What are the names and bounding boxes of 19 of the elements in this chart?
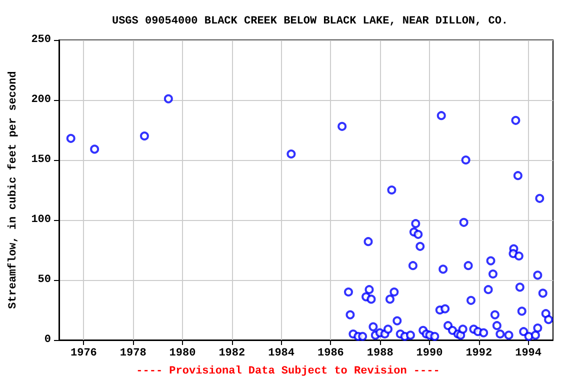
y-tick-label: 150 bbox=[31, 154, 51, 166]
x-tick-label: 1976 bbox=[70, 348, 97, 360]
x-tick-label: 1986 bbox=[317, 348, 344, 360]
y-tick-label: 250 bbox=[31, 34, 51, 46]
y-tick-label: 0 bbox=[44, 334, 51, 346]
text: ---- Provisional Data Subject to Revision ---- bbox=[136, 366, 440, 378]
x-tick-label: 1978 bbox=[120, 348, 147, 360]
y-axis-title: Streamflow, in cubic feet per second bbox=[6, 71, 20, 309]
x-tick-label: 1984 bbox=[268, 348, 295, 360]
x-tick-label: 1990 bbox=[416, 348, 443, 360]
x-tick-label: 1992 bbox=[466, 348, 492, 360]
x-tick-label: 1994 bbox=[515, 348, 542, 360]
x-tick-label: 1980 bbox=[169, 348, 196, 360]
x-tick-label: 1988 bbox=[366, 348, 394, 360]
y-tick-label: 50 bbox=[38, 274, 51, 286]
x-tick-label: 1982 bbox=[218, 348, 246, 360]
chart-title: USGS 09054000 BLACK CREEK BELOW BLACK LAKE, NEAR DILLON, CO. bbox=[112, 16, 508, 28]
y-tick-label: 100 bbox=[31, 214, 51, 226]
y-tick-label: 200 bbox=[31, 94, 51, 106]
